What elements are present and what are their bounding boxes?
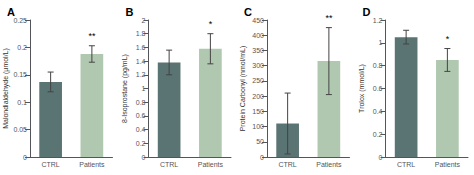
svg-text:0.8: 0.8: [136, 99, 146, 106]
svg-text:400: 400: [252, 32, 264, 39]
svg-text:300: 300: [252, 62, 264, 69]
svg-text:0.6: 0.6: [373, 85, 383, 92]
svg-text:*: *: [446, 34, 450, 44]
svg-text:150: 150: [252, 108, 264, 115]
svg-text:0.8: 0.8: [373, 62, 383, 69]
svg-text:Trolox (mmol/L): Trolox (mmol/L): [358, 64, 366, 113]
svg-text:0.2: 0.2: [17, 44, 27, 51]
svg-text:0.2: 0.2: [136, 140, 146, 147]
svg-text:2: 2: [142, 17, 146, 24]
svg-text:1: 1: [142, 85, 146, 92]
svg-text:Patients: Patients: [435, 161, 461, 168]
svg-text:1: 1: [379, 39, 383, 46]
svg-text:Malondialdehyde (µmol/L): Malondialdehyde (µmol/L): [2, 48, 10, 129]
svg-text:0.05: 0.05: [13, 126, 27, 133]
svg-text:0: 0: [23, 154, 27, 161]
svg-text:0.15: 0.15: [13, 71, 27, 78]
svg-text:100: 100: [252, 123, 264, 130]
svg-text:*: *: [209, 19, 213, 29]
svg-text:450: 450: [252, 17, 264, 24]
svg-text:C: C: [244, 6, 252, 18]
svg-text:Patients: Patients: [198, 161, 224, 168]
svg-text:**: **: [325, 13, 333, 23]
svg-text:1.6: 1.6: [136, 44, 146, 51]
svg-text:Patients: Patients: [79, 161, 105, 168]
svg-text:1.2: 1.2: [373, 17, 383, 24]
svg-text:1.8: 1.8: [136, 30, 146, 37]
svg-text:B: B: [126, 6, 134, 18]
svg-text:1.4: 1.4: [136, 58, 146, 65]
svg-text:0.2: 0.2: [373, 131, 383, 138]
svg-text:0.6: 0.6: [136, 112, 146, 119]
svg-text:0.1: 0.1: [17, 99, 27, 106]
svg-text:0.25: 0.25: [13, 17, 27, 24]
svg-text:250: 250: [252, 77, 264, 84]
svg-text:A: A: [7, 6, 15, 18]
svg-text:CTRL: CTRL: [160, 161, 178, 168]
svg-text:0.4: 0.4: [136, 126, 146, 133]
svg-text:CTRL: CTRL: [397, 161, 415, 168]
svg-text:D: D: [363, 6, 371, 18]
svg-text:Protein Carbonyl (nmol/mL): Protein Carbonyl (nmol/mL): [239, 46, 247, 132]
svg-text:**: **: [88, 31, 96, 41]
svg-text:50: 50: [256, 138, 264, 145]
svg-text:8-Isoprostane (pg/mL): 8-Isoprostane (pg/mL): [121, 54, 129, 123]
svg-text:0: 0: [260, 154, 264, 161]
svg-text:0: 0: [142, 154, 146, 161]
svg-text:350: 350: [252, 47, 264, 54]
svg-text:200: 200: [252, 93, 264, 100]
svg-text:CTRL: CTRL: [278, 161, 296, 168]
svg-text:1.2: 1.2: [136, 71, 146, 78]
svg-text:CTRL: CTRL: [41, 161, 59, 168]
svg-text:0: 0: [379, 154, 383, 161]
svg-text:Patients: Patients: [316, 161, 342, 168]
svg-text:0.4: 0.4: [373, 108, 383, 115]
